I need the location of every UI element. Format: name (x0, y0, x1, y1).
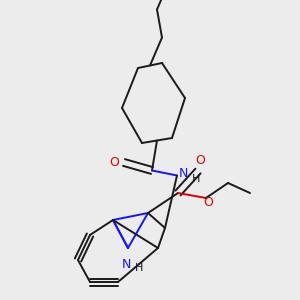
Text: O: O (109, 156, 119, 169)
Text: H: H (135, 263, 143, 273)
Text: O: O (195, 154, 205, 167)
Text: O: O (203, 196, 213, 209)
Text: N: N (121, 257, 131, 271)
Text: H: H (192, 173, 200, 184)
Text: N: N (179, 167, 188, 180)
